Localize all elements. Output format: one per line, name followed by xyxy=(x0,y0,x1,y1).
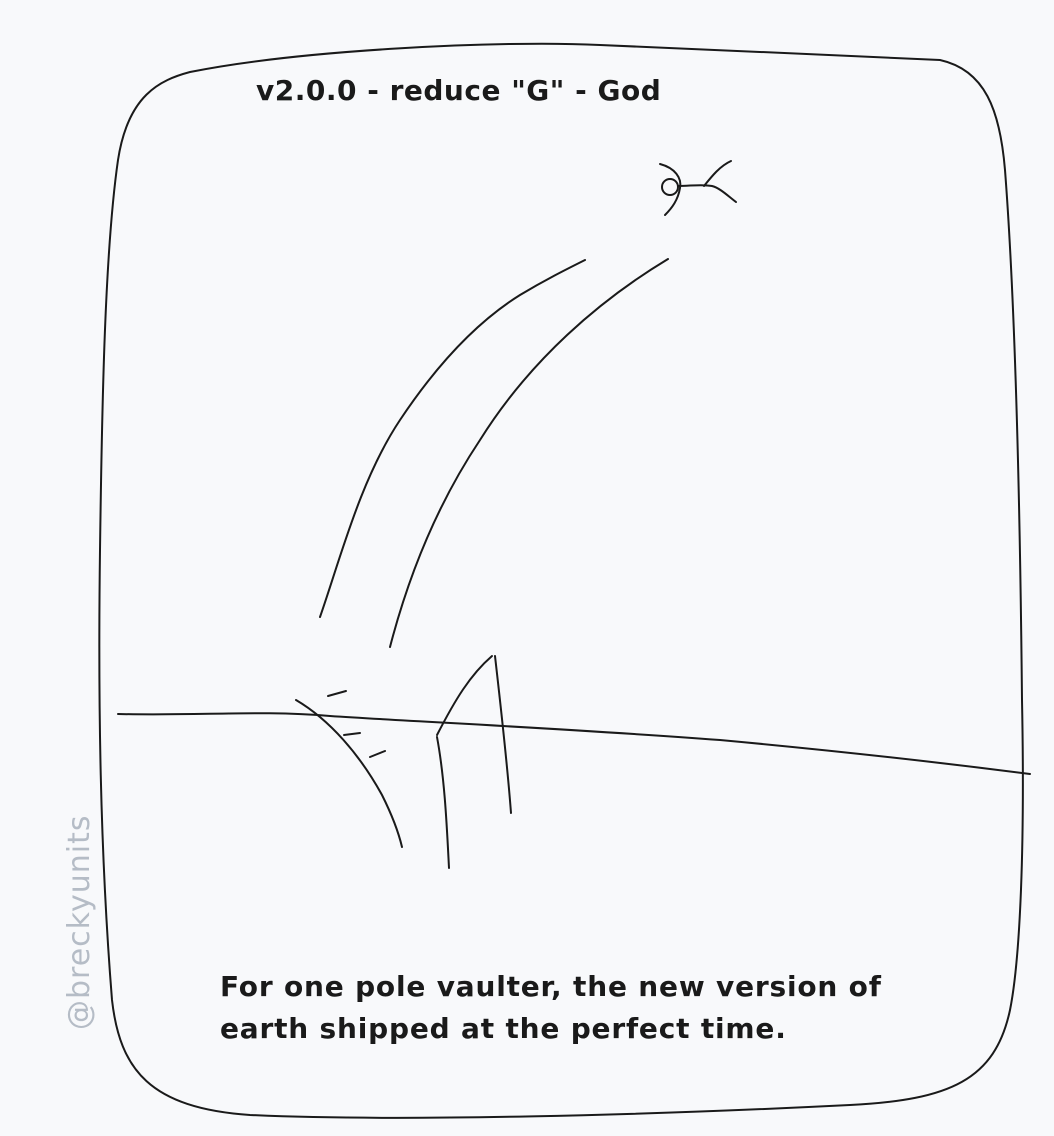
panel-border xyxy=(98,42,1024,1119)
pole-vaulter-figure xyxy=(659,160,737,216)
trajectory-line-left xyxy=(319,259,586,618)
artist-signature: @breckyunits xyxy=(62,814,97,1030)
panel-title: v2.0.0 - reduce "G" - God xyxy=(256,74,662,107)
planting-box xyxy=(295,690,403,848)
vault-standards xyxy=(436,655,512,869)
ground-line xyxy=(117,712,1031,775)
trajectory-line-right xyxy=(389,258,669,648)
panel-caption: For one pole vaulter, the new version of… xyxy=(220,970,882,1045)
